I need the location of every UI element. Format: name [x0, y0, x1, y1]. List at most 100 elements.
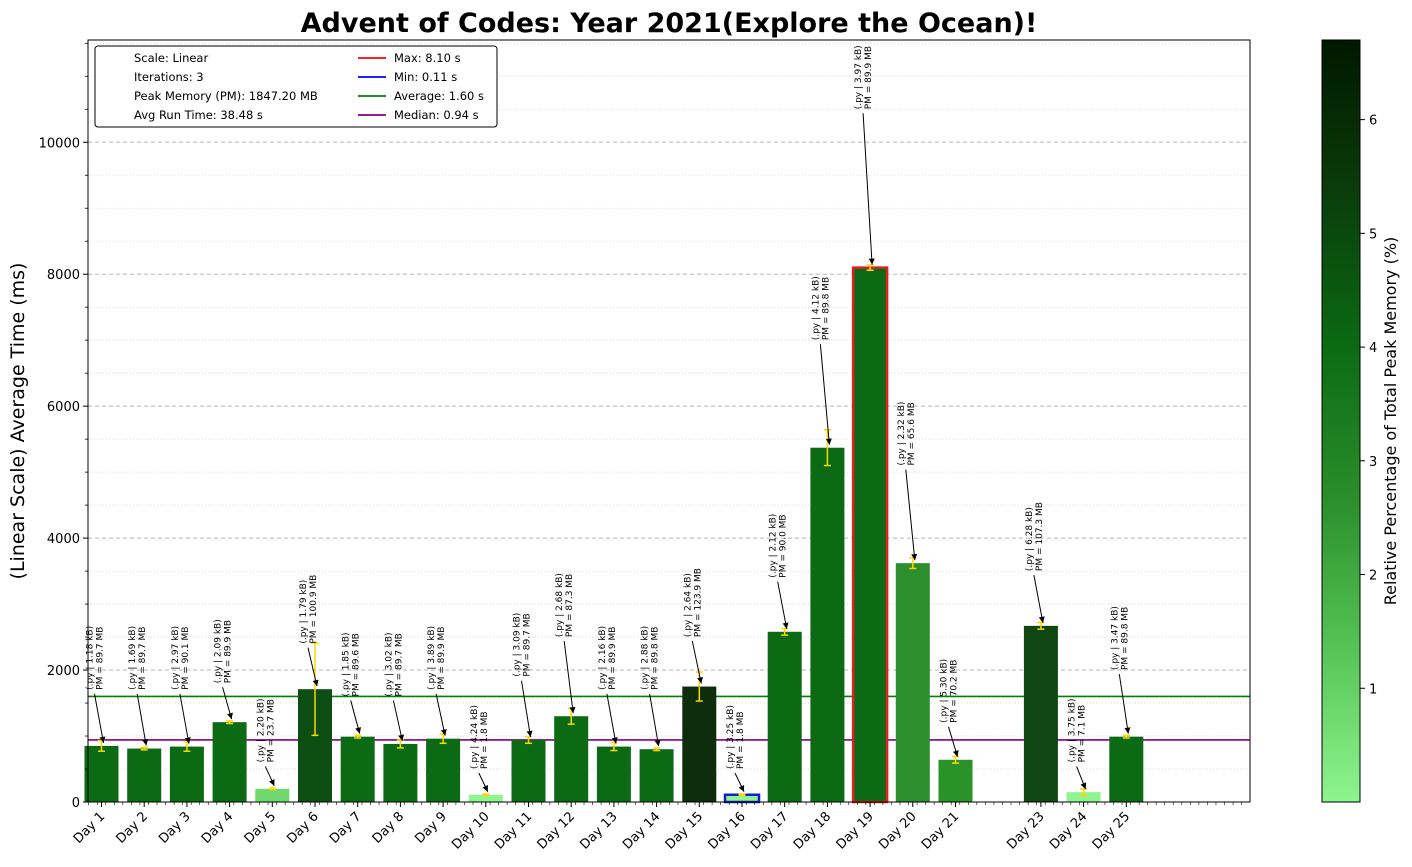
legend-text: Min: 0.11 s	[394, 70, 457, 84]
x-tick-label: Day 17	[748, 809, 791, 852]
bar-annotation: (.py | 5.30 kB)PM = 70.2 MB	[940, 659, 960, 723]
x-tick-label: Day 7	[327, 809, 365, 847]
x-tick-label: Day 21	[919, 809, 962, 852]
bar	[383, 743, 418, 802]
legend-text: Average: 1.60 s	[394, 89, 484, 103]
annotation-arrow	[1033, 574, 1044, 623]
bar	[1109, 736, 1144, 802]
error-bars	[98, 264, 1130, 797]
bar-annotation: (.py | 3.89 kB)PM = 89.9 MB	[427, 626, 447, 690]
annotation-arrow	[521, 680, 531, 738]
bar-annotation: (.py | 3.75 kB)PM = 7.1 MB	[1068, 698, 1088, 762]
bar	[1066, 792, 1101, 802]
legend-text: Avg Run Time: 38.48 s	[134, 108, 263, 122]
x-tick-label: Day 4	[199, 809, 237, 847]
bars	[84, 266, 1144, 804]
annotation-arrow	[179, 693, 190, 744]
x-tick-label: Day 16	[705, 809, 748, 852]
bar-annotation: (.py | 2.88 kB)PM = 89.8 MB	[641, 626, 661, 690]
x-tick-label: Day 8	[370, 809, 408, 847]
bar	[169, 746, 204, 802]
bar-annotation: (.py | 2.09 kB)PM = 89.9 MB	[214, 619, 234, 683]
colorbar-tick-label: 4	[1369, 341, 1377, 356]
bar	[340, 736, 375, 802]
arrow-head	[355, 727, 362, 734]
arrow-head	[654, 739, 661, 747]
bar	[84, 745, 119, 802]
bar	[895, 563, 930, 802]
bar	[851, 266, 889, 804]
x-tick-label: Day 5	[242, 809, 280, 847]
bar-annotation: (.py | 2.12 kB)PM = 90.0 MB	[769, 514, 789, 578]
annotation-arrow	[94, 693, 104, 744]
annotation-arrow	[862, 113, 873, 265]
arrow-head	[782, 622, 789, 629]
x-tick-label: Day 23	[1004, 809, 1047, 852]
y-tick-label: 0	[72, 796, 80, 811]
colorbar-tick-label: 1	[1369, 682, 1377, 697]
x-tick-label: Day 15	[663, 809, 706, 852]
chart-title: Advent of Codes: Year 2021(Explore the O…	[301, 8, 1038, 39]
bar-annotation: (.py | 2.20 kB)PM = 23.7 MB	[256, 698, 276, 762]
x-tick-label: Day 10	[449, 809, 492, 852]
x-tick-label: Day 14	[620, 809, 663, 852]
arrow-head	[569, 706, 576, 714]
arrow-head	[911, 553, 918, 561]
bar-annotation: (.py | 2.68 kB)PM = 87.3 MB	[555, 573, 575, 637]
legend-text: Median: 0.94 s	[394, 108, 479, 122]
arrow-head	[825, 438, 832, 445]
arrow-head	[526, 730, 533, 737]
colorbar-gradient	[1321, 39, 1361, 803]
bar-annotation: (.py | 4.12 kB)PM = 89.8 MB	[811, 276, 831, 340]
arrow-head	[440, 729, 447, 736]
arrow-head	[184, 737, 191, 744]
x-tick-label: Day 9	[412, 809, 450, 847]
bar-annotation: (.py | 3.97 kB)PM = 89.9 MB	[854, 45, 874, 109]
bar-annotation: (.py | 3.25 kB)PM = 1.8 MB	[726, 705, 746, 769]
bar-annotation: (.py | 1.18 kB)PM = 89.7 MB	[86, 626, 106, 690]
bar	[1023, 625, 1058, 802]
annotation-arrow	[435, 693, 446, 736]
y-tick-label: 6000	[47, 400, 80, 415]
bar	[639, 749, 674, 802]
arrow-head	[99, 736, 106, 743]
grid-lines	[88, 42, 1250, 770]
arrow-head	[482, 785, 488, 792]
annotation-arrow	[1118, 673, 1129, 734]
arrow-head	[1038, 616, 1045, 623]
x-tick-label: Day 20	[876, 809, 919, 852]
bar	[810, 447, 845, 802]
x-tick-label: Day 1	[71, 809, 109, 847]
y-tick-label: 10000	[39, 136, 80, 151]
plot-frame	[87, 39, 1251, 803]
y-tick-label: 2000	[47, 664, 80, 679]
y-tick-label: 4000	[47, 532, 80, 547]
bar-annotation: (.py | 4.24 kB)PM = 1.8 MB	[470, 705, 490, 769]
annotation-arrow	[307, 647, 318, 687]
bar-annotation: (.py | 1.79 kB)PM = 100.9 MB	[299, 575, 319, 644]
bar	[212, 722, 247, 802]
annotation-arrow	[563, 641, 574, 714]
arrow-head	[868, 258, 875, 265]
bar	[255, 788, 290, 802]
annotation-arrow	[819, 344, 830, 445]
annotation-arrow	[649, 693, 660, 747]
arrow-head	[142, 739, 149, 746]
arrow-head	[697, 677, 703, 684]
bar	[468, 794, 503, 802]
x-tick-label: Day 25	[1090, 809, 1133, 852]
x-tick-label: Day 6	[284, 809, 322, 847]
colorbar-label: Relative Percentage of Total Peak Memory…	[1381, 237, 1400, 606]
annotation-arrow	[606, 693, 617, 744]
bar	[767, 631, 802, 802]
bar-annotation: (.py | 3.02 kB)PM = 89.7 MB	[384, 632, 404, 696]
y-axis-label: (Linear Scale) Average Time (ms)	[7, 263, 29, 580]
annotation-arrow	[777, 581, 788, 629]
colorbar-tick-label: 6	[1369, 114, 1377, 129]
arrow-head	[1124, 727, 1131, 734]
bar-annotation: (.py | 1.69 kB)PM = 89.7 MB	[128, 626, 148, 690]
legend-text: Max: 8.10 s	[394, 51, 461, 65]
legend: Scale: Linear Iterations: 3 Peak Memory (P…	[94, 45, 498, 128]
y-tick-label: 8000	[47, 268, 80, 283]
